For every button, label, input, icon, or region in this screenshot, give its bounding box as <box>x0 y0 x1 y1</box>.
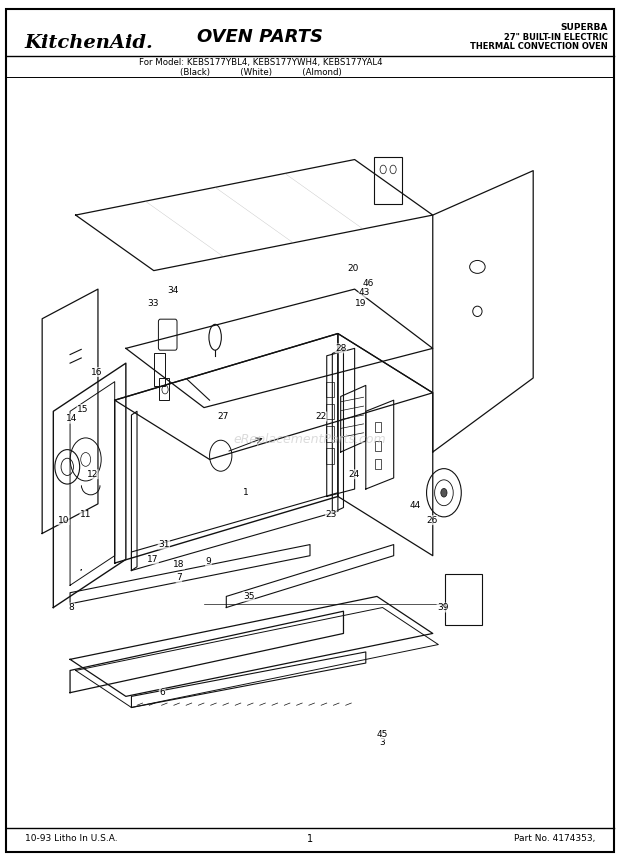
Text: 12: 12 <box>87 470 98 479</box>
Text: 18: 18 <box>173 560 185 569</box>
Text: 7: 7 <box>176 573 182 582</box>
Text: 33: 33 <box>147 300 158 308</box>
Text: 35: 35 <box>243 592 254 601</box>
Text: Part No. 4174353,: Part No. 4174353, <box>514 834 595 843</box>
Text: 34: 34 <box>167 286 179 295</box>
Text: THERMAL CONVECTION OVEN: THERMAL CONVECTION OVEN <box>470 42 608 51</box>
Text: 10: 10 <box>58 516 69 524</box>
Text: 16: 16 <box>91 368 102 376</box>
Text: 3: 3 <box>379 738 386 746</box>
Text: 46: 46 <box>363 279 374 288</box>
Text: 14: 14 <box>66 414 78 424</box>
Text: 22: 22 <box>316 412 327 421</box>
Bar <box>154 353 166 386</box>
Text: 26: 26 <box>426 516 437 524</box>
Bar <box>159 378 169 400</box>
Circle shape <box>441 488 447 497</box>
Text: 45: 45 <box>377 730 388 740</box>
Text: 43: 43 <box>359 288 370 297</box>
Text: KitchenAid.: KitchenAid. <box>25 34 154 52</box>
Text: 10-93 Litho In U.S.A.: 10-93 Litho In U.S.A. <box>25 834 117 843</box>
Bar <box>326 381 334 397</box>
Bar <box>326 426 334 442</box>
Text: 20: 20 <box>348 263 359 273</box>
Text: For Model: KEBS177YBL4, KEBS177YWH4, KEBS177YAL4: For Model: KEBS177YBL4, KEBS177YWH4, KEB… <box>139 59 382 67</box>
Text: 1: 1 <box>243 488 249 498</box>
Text: (Black)           (White)           (Almond): (Black) (White) (Almond) <box>180 68 341 77</box>
Text: 9: 9 <box>206 557 211 567</box>
Text: 8: 8 <box>69 603 74 612</box>
Text: 27" BUILT-IN ELECTRIC: 27" BUILT-IN ELECTRIC <box>503 33 608 41</box>
Text: 27: 27 <box>218 412 229 421</box>
Bar <box>326 404 334 419</box>
Bar <box>374 157 402 204</box>
Text: 15: 15 <box>77 405 89 413</box>
Text: 24: 24 <box>348 470 359 479</box>
Text: 6: 6 <box>159 688 165 697</box>
Text: OVEN PARTS: OVEN PARTS <box>197 28 324 46</box>
Bar <box>375 441 381 451</box>
Text: eReplacementParts.com: eReplacementParts.com <box>234 432 386 446</box>
Text: 1: 1 <box>307 833 313 844</box>
Text: 44: 44 <box>409 501 420 510</box>
Text: 23: 23 <box>326 511 337 519</box>
Text: 31: 31 <box>158 540 169 549</box>
Bar <box>375 422 381 432</box>
Bar <box>326 449 334 464</box>
Text: 19: 19 <box>355 300 366 308</box>
Bar <box>375 459 381 469</box>
Text: 28: 28 <box>335 344 347 353</box>
Text: 17: 17 <box>147 554 158 564</box>
Text: 11: 11 <box>80 511 91 519</box>
Text: SUPERBA: SUPERBA <box>560 23 608 32</box>
Text: 39: 39 <box>437 603 448 612</box>
